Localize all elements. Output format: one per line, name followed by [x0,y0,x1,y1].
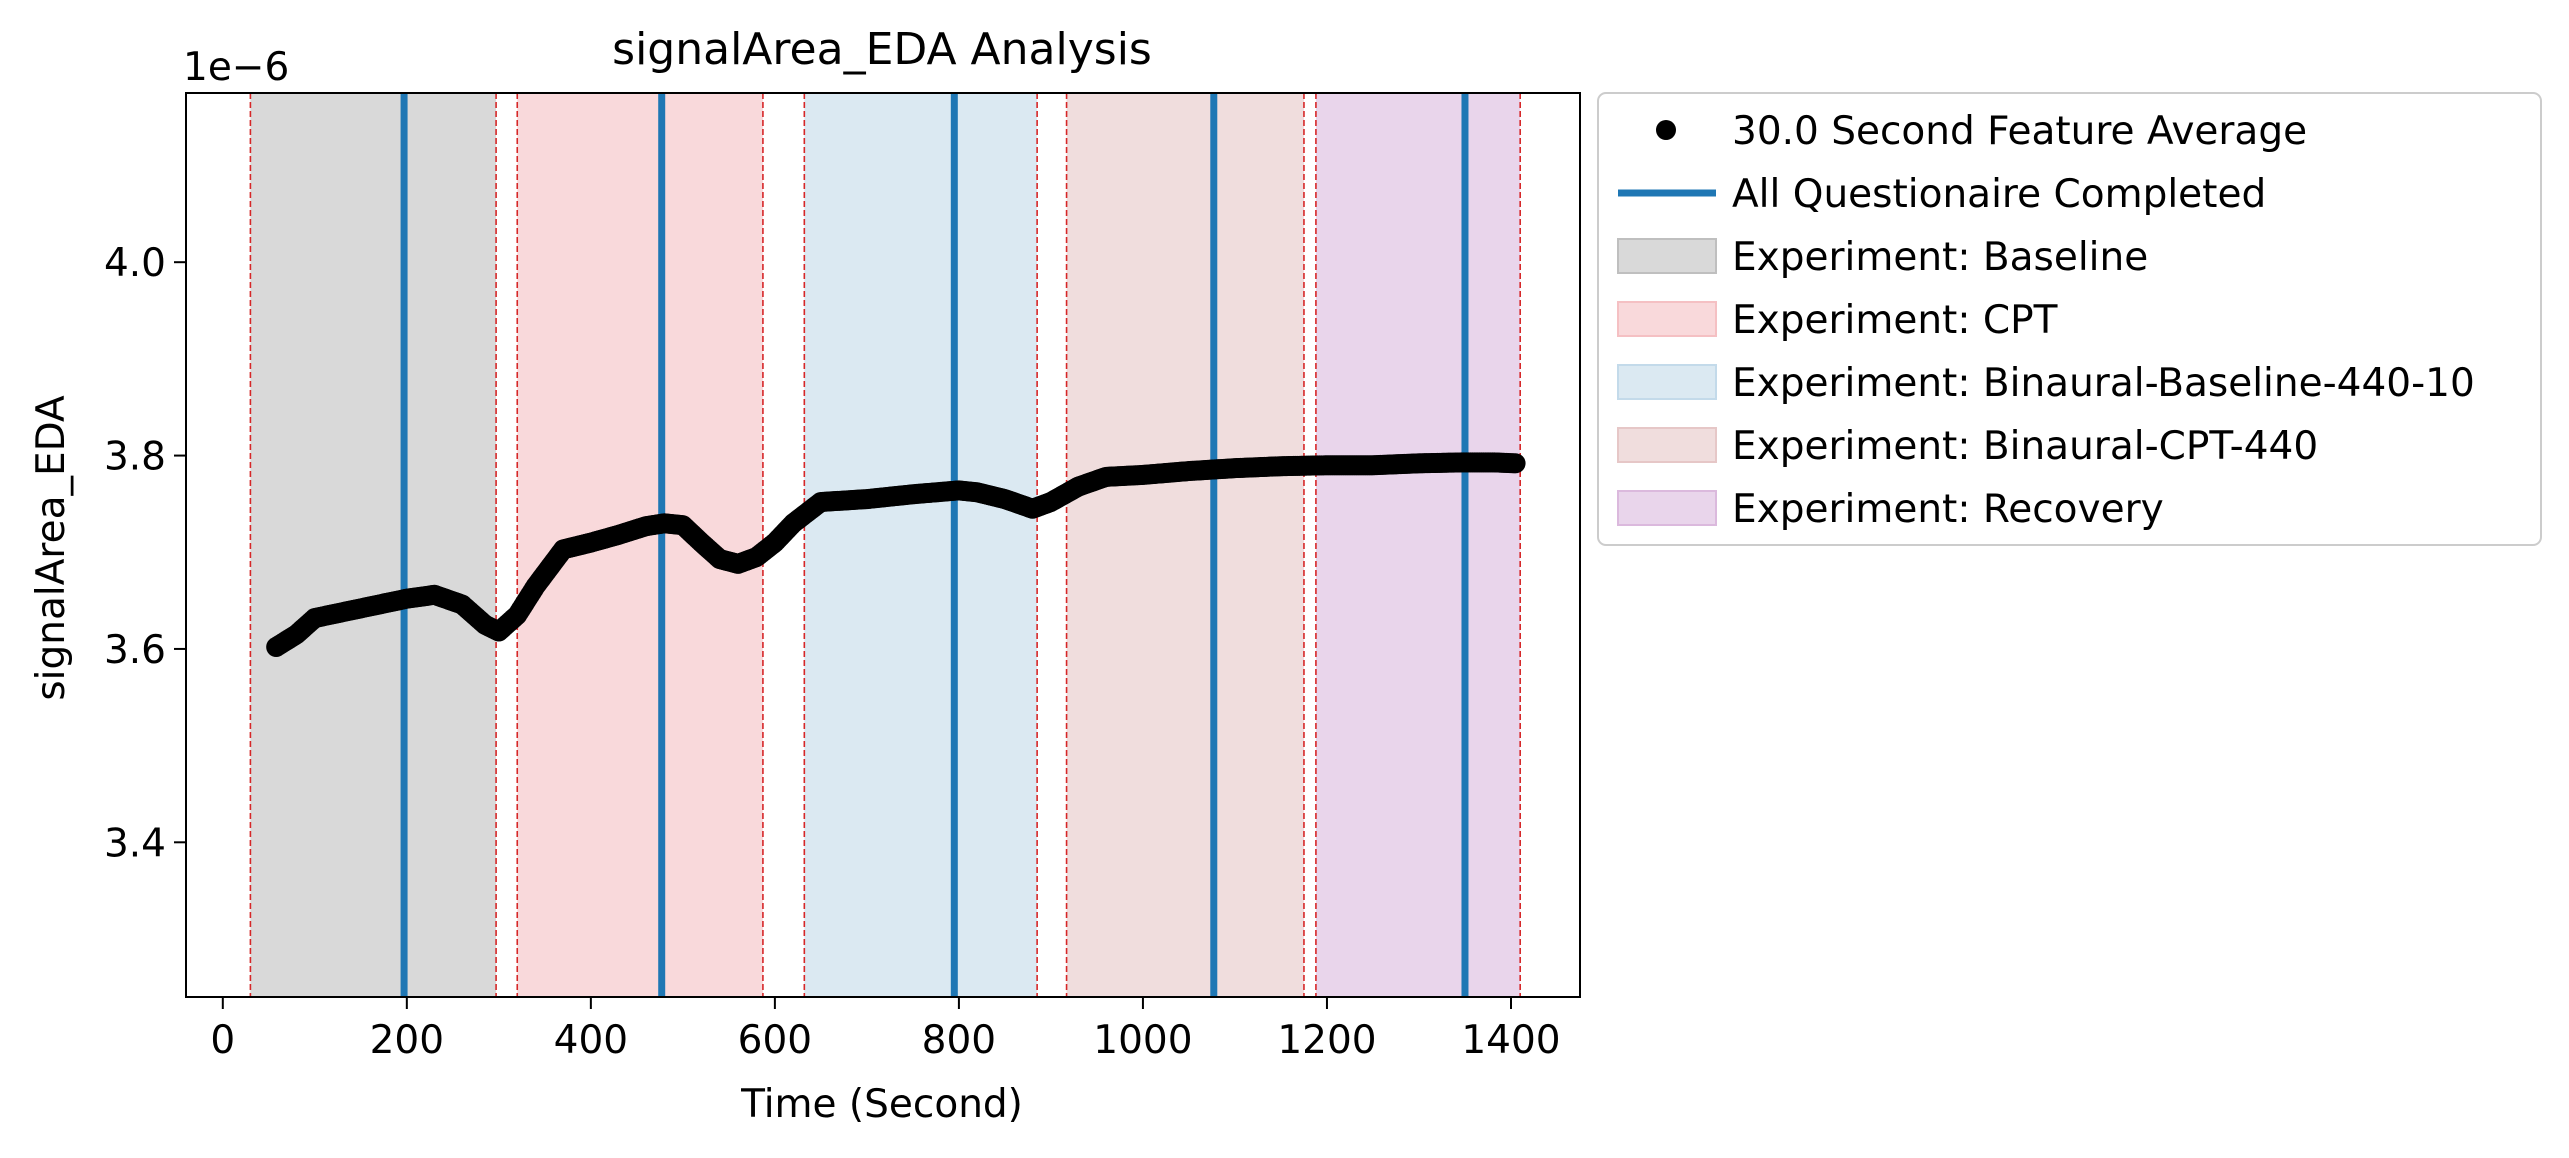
legend-label-questionnaire: All Questionaire Completed [1732,172,2266,217]
y-tick-label-2: 3.8 [104,435,166,480]
legend-label-phase-1: Experiment: CPT [1732,298,2058,343]
y-tick-label-3: 4.0 [104,241,166,286]
y-tick-label-1: 3.6 [104,628,166,673]
legend-label-phase-0: Experiment: Baseline [1732,235,2148,280]
x-tick-label-2: 400 [554,1018,628,1063]
y-axis-offset-label: 1e−6 [183,45,289,90]
data-points [266,452,1526,658]
plot-frame [185,92,1581,998]
x-tick-label-6: 1200 [1277,1018,1376,1063]
legend-swatch-phase-3 [1617,427,1717,463]
legend: 30.0 Second Feature Average All Questiona… [1597,92,2542,546]
legend-label-phase-4: Experiment: Recovery [1732,487,2164,532]
legend-swatch-phase-4 [1617,490,1717,526]
chart-title: signalArea_EDA Analysis [612,24,1152,75]
x-tick-label-7: 1400 [1461,1018,1560,1063]
legend-label-series: 30.0 Second Feature Average [1732,109,2307,154]
y-axis-label: signalArea_EDA [29,395,74,701]
legend-label-phase-3: Experiment: Binaural-CPT-440 [1732,424,2318,469]
questionnaire-lines [400,93,1469,997]
legend-marker-series [1656,120,1676,140]
x-tick-label-3: 600 [738,1018,812,1063]
phase-band-4 [1315,93,1521,997]
legend-swatch-phase-0 [1617,238,1717,274]
legend-swatch-phase-1 [1617,301,1717,337]
x-tick-label-4: 800 [922,1018,996,1063]
legend-label-phase-2: Experiment: Binaural-Baseline-440-10 [1732,361,2475,406]
data-point-675 [1505,453,1526,474]
phase-band-2 [804,93,1038,997]
x-axis-label: Time (Second) [740,1082,1023,1127]
x-tick-label-0: 0 [210,1018,235,1063]
phase-bands [250,93,1521,997]
x-tick-label-1: 200 [370,1018,444,1063]
y-axis-ticks: 3.4 3.6 3.8 4.0 [104,241,186,866]
legend-box [1597,92,2542,546]
y-tick-label-0: 3.4 [104,821,166,866]
x-tick-label-5: 1000 [1093,1018,1192,1063]
phase-band-0 [250,93,497,997]
legend-swatch-phase-2 [1617,364,1717,400]
x-axis-ticks: 0 200 400 600 800 1000 1200 1400 [210,997,1561,1063]
phase-band-3 [1066,93,1304,997]
